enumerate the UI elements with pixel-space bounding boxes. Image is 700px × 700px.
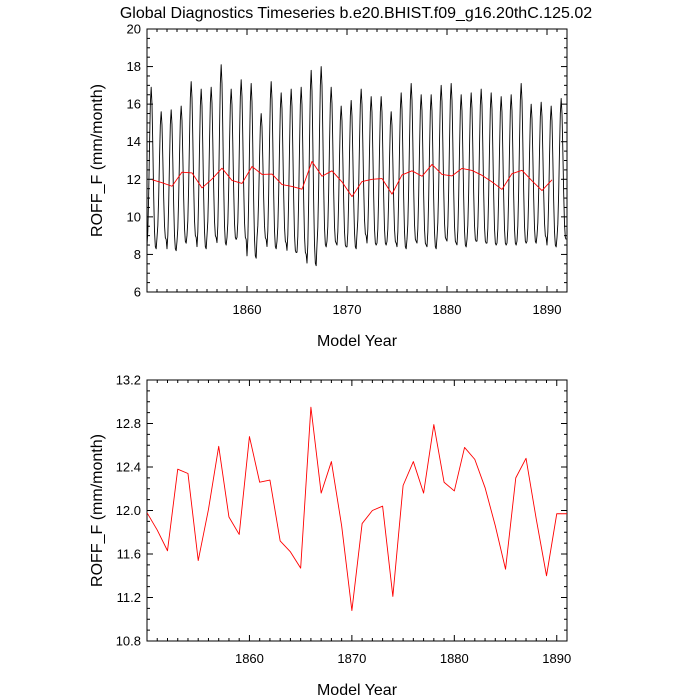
y-tick-label: 11.2 [117,590,141,605]
top-timeseries-chart: 6 8 10 12 14 16 18 20 1860 1870 1880 1890 Model Year… [89,22,568,350]
y-tick-label: 18 [127,59,141,74]
y-tick-label: 13.2 [116,373,141,388]
y-tick-label: 14 [127,134,141,149]
x-tick-label: 1890 [533,302,562,317]
y-axis-label: ROFF_F (mm/month) [89,84,106,237]
x-axis-label: Model Year [317,333,398,350]
bottom-annual-chart: 10.8 11.2 11.6 12.0 12.4 12.8 13.2 1860 1870 1880… [89,373,571,700]
x-tick-label: 1880 [440,651,469,666]
annual-mean-series-line [147,406,567,611]
x-tick-label: 1870 [333,302,362,317]
x-axis-label: Model Year [317,682,398,699]
y-tick-label: 10 [127,209,141,224]
plot-frame [146,28,568,293]
y-tick-label: 11.6 [117,547,141,562]
x-tick-label: 1860 [235,651,264,666]
y-tick-label: 10.8 [116,634,141,649]
figure-title: Global Diagnostics Timeseries b.e20.BHIS… [120,5,592,22]
x-tick-label: 1870 [337,651,366,666]
monthly-series-line [147,64,567,267]
y-tick-label: 16 [127,97,141,112]
y-tick-label: 12.0 [116,503,141,518]
plot-frame [146,379,568,642]
x-tick-label: 1860 [233,302,262,317]
y-tick-label: 8 [134,247,141,262]
y-tick-label: 12.4 [116,460,141,475]
y-tick-label: 20 [127,22,141,37]
x-tick-label: 1890 [542,651,571,666]
annual-mean-series-line [151,160,553,198]
x-tick-label: 1880 [433,302,462,317]
y-axis-label: ROFF_F (mm/month) [89,434,106,587]
y-tick-label: 12 [127,172,141,187]
y-tick-label: 12.8 [116,416,141,431]
y-tick-label: 6 [134,285,141,300]
